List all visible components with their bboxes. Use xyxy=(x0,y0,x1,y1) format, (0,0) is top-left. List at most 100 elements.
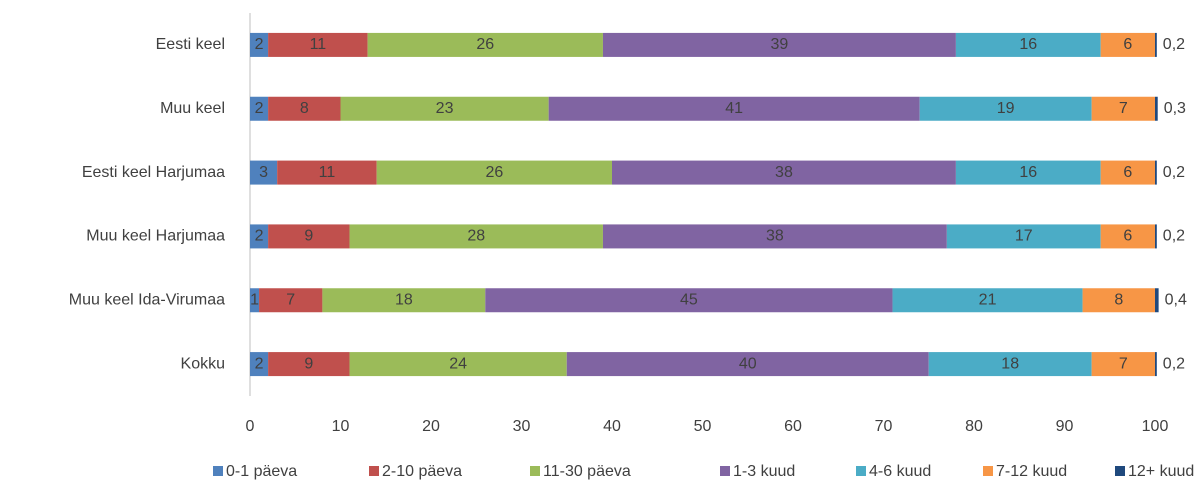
data-label: 41 xyxy=(725,100,743,117)
data-label: 0,3 xyxy=(1164,100,1186,117)
bar-segment xyxy=(268,96,341,121)
data-label: 18 xyxy=(395,291,413,308)
data-label: 0,2 xyxy=(1163,355,1185,372)
data-label: 38 xyxy=(766,228,784,245)
data-label: 11 xyxy=(310,36,327,53)
bar-segment xyxy=(548,96,920,121)
data-label: 23 xyxy=(436,100,454,117)
bar-segment xyxy=(1155,224,1157,249)
bar-segment xyxy=(955,160,1101,185)
legend-swatch xyxy=(720,466,730,476)
bar-segment xyxy=(919,96,1092,121)
bar-segment xyxy=(340,96,549,121)
y-tick-label: Muu keel Harjumaa xyxy=(86,228,225,245)
bar-segment xyxy=(1091,96,1155,121)
bar-segment xyxy=(1082,288,1155,313)
data-label: 38 xyxy=(775,164,793,181)
data-label: 8 xyxy=(300,100,309,117)
bar-segment xyxy=(1155,96,1158,121)
legend-label: 2-10 päeva xyxy=(382,463,462,480)
data-label: 6 xyxy=(1123,228,1132,245)
data-label: 0,2 xyxy=(1163,164,1185,181)
bar-segment xyxy=(250,288,260,313)
bar-segment xyxy=(602,224,947,249)
bar-segment xyxy=(602,32,956,57)
bar-segment xyxy=(1155,352,1157,377)
x-tick-label: 80 xyxy=(965,418,983,435)
data-label: 11 xyxy=(319,164,336,181)
x-tick-label: 10 xyxy=(332,418,350,435)
data-label: 26 xyxy=(476,36,494,53)
bar-segment xyxy=(928,352,1092,377)
legend-label: 7-12 kuud xyxy=(996,463,1067,480)
data-label: 45 xyxy=(680,291,698,308)
data-label: 9 xyxy=(304,228,313,245)
x-tick-label: 90 xyxy=(1056,418,1074,435)
x-tick-label: 100 xyxy=(1142,418,1169,435)
bar-segment xyxy=(946,224,1101,249)
legend-swatch xyxy=(1115,466,1125,476)
bar-segment xyxy=(268,224,350,249)
data-label: 1 xyxy=(250,291,259,308)
bar-segment xyxy=(1155,288,1159,313)
data-label: 16 xyxy=(1019,36,1037,53)
x-tick-label: 70 xyxy=(875,418,893,435)
bar-segment xyxy=(1091,352,1155,377)
y-tick-label: Eesti keel xyxy=(156,36,225,53)
bar-segment xyxy=(1100,32,1155,57)
legend-label: 12+ kuud xyxy=(1128,463,1194,480)
y-tick-label: Kokku xyxy=(181,355,225,372)
y-tick-label: Muu keel xyxy=(160,100,225,117)
x-tick-label: 30 xyxy=(513,418,531,435)
x-tick-label: 0 xyxy=(246,418,255,435)
x-tick-label: 40 xyxy=(603,418,621,435)
bar-segment xyxy=(349,352,567,377)
bar-segment xyxy=(250,352,269,377)
bar-segment xyxy=(367,32,603,57)
data-label: 7 xyxy=(286,291,295,308)
data-label: 8 xyxy=(1114,291,1123,308)
data-label: 2 xyxy=(255,100,264,117)
data-label: 19 xyxy=(997,100,1015,117)
bar-segment xyxy=(566,352,929,377)
bar-segment xyxy=(1100,160,1155,185)
legend-swatch xyxy=(856,466,866,476)
x-tick-label: 50 xyxy=(694,418,712,435)
bar-segment xyxy=(268,32,368,57)
data-label: 16 xyxy=(1019,164,1037,181)
data-label: 2 xyxy=(255,228,264,245)
bar-segment xyxy=(612,160,956,185)
bar-segment xyxy=(268,352,350,377)
bar-segment xyxy=(892,288,1083,313)
bar-segment xyxy=(250,32,269,57)
data-label: 28 xyxy=(467,228,485,245)
bar-segment xyxy=(250,160,278,185)
bar-segment xyxy=(1155,32,1157,57)
data-label: 7 xyxy=(1119,100,1128,117)
data-label: 21 xyxy=(979,291,997,308)
legend-label: 11-30 päeva xyxy=(543,463,631,480)
y-tick-label: Muu keel Ida-Virumaa xyxy=(69,291,225,308)
bar-segment xyxy=(250,96,269,121)
legend-swatch xyxy=(213,466,223,476)
data-label: 0,2 xyxy=(1163,228,1185,245)
bar-segment xyxy=(322,288,486,313)
x-tick-label: 60 xyxy=(784,418,802,435)
data-label: 40 xyxy=(739,355,757,372)
data-label: 6 xyxy=(1123,164,1132,181)
data-label: 26 xyxy=(485,164,503,181)
data-label: 2 xyxy=(255,355,264,372)
x-tick-label: 20 xyxy=(422,418,440,435)
data-label: 0,2 xyxy=(1163,36,1185,53)
legend-label: 0-1 päeva xyxy=(226,463,297,480)
y-tick-label: Eesti keel Harjumaa xyxy=(82,164,225,181)
bar-segment xyxy=(349,224,603,249)
data-label: 9 xyxy=(304,355,313,372)
data-label: 6 xyxy=(1123,36,1132,53)
legend-swatch xyxy=(369,466,379,476)
bar-segment xyxy=(955,32,1101,57)
legend-swatch xyxy=(530,466,540,476)
data-label: 24 xyxy=(449,355,467,372)
data-label: 2 xyxy=(255,36,264,53)
